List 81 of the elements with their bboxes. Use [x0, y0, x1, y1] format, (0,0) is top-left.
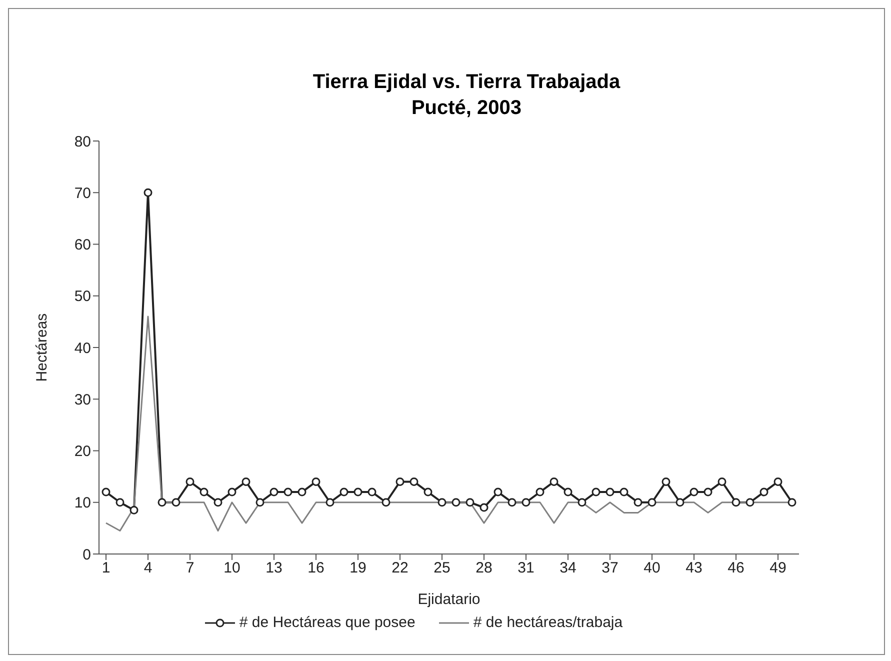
point — [550, 477, 558, 486]
point — [648, 498, 656, 507]
point — [116, 498, 124, 507]
point — [382, 498, 390, 507]
x-tick-label: 43 — [686, 560, 702, 577]
point — [760, 488, 768, 496]
point — [494, 488, 502, 496]
point — [662, 477, 670, 486]
point — [718, 477, 726, 486]
y-tick-label: 10 — [74, 494, 91, 512]
point — [200, 488, 208, 496]
x-tick-label: 46 — [728, 560, 744, 577]
point — [354, 488, 362, 496]
x-tick-label: 10 — [224, 560, 240, 577]
point — [158, 498, 166, 507]
point — [172, 498, 180, 507]
point — [284, 488, 292, 496]
point — [368, 488, 376, 496]
y-axis-title: Hectáreas — [33, 313, 50, 382]
point — [452, 498, 460, 507]
x-tick-label: 40 — [644, 560, 660, 577]
x-tick-label: 34 — [560, 560, 576, 577]
point — [228, 488, 236, 496]
x-axis-title: Ejidatario — [418, 591, 480, 608]
y-tick-label: 60 — [74, 236, 91, 254]
point — [242, 477, 250, 486]
point — [578, 498, 586, 507]
legend-label: # de Hectáreas que posee — [238, 614, 416, 631]
chart-title: Tierra Ejidal vs. Tierra Trabajada Pucté, 2003 — [312, 70, 622, 121]
point — [214, 498, 222, 507]
point — [536, 488, 544, 496]
x-tick-label: 37 — [602, 560, 618, 577]
y-tick-label: 40 — [74, 340, 91, 357]
point — [396, 477, 404, 486]
point — [704, 488, 712, 496]
point — [606, 488, 614, 496]
y-tick-label: 20 — [74, 443, 91, 460]
point — [480, 503, 488, 512]
point — [256, 498, 264, 507]
x-tick-label: 13 — [266, 560, 282, 577]
x-tick-label: 25 — [434, 560, 450, 577]
point — [186, 477, 194, 486]
x-tick-label: 16 — [308, 560, 324, 577]
point — [102, 488, 110, 496]
point — [564, 488, 572, 496]
point — [620, 488, 628, 496]
point — [774, 477, 782, 486]
point — [788, 498, 796, 507]
point — [340, 488, 348, 496]
y-tick-label: 80 — [74, 133, 91, 150]
point — [326, 498, 334, 507]
point — [438, 498, 446, 507]
y-tick-label: 70 — [74, 184, 91, 202]
point — [690, 488, 698, 496]
point — [466, 498, 474, 507]
point — [312, 477, 320, 486]
point — [592, 488, 600, 496]
x-tick-label: 28 — [476, 560, 492, 577]
point — [746, 498, 754, 507]
x-tick-label: 4 — [144, 560, 152, 577]
point — [508, 498, 516, 507]
x-tick-label: 1 — [102, 560, 110, 577]
x-tick-label: 31 — [518, 560, 534, 577]
point — [522, 498, 530, 507]
point — [634, 498, 642, 507]
point — [410, 477, 418, 486]
point — [676, 498, 684, 507]
y-tick-label: 50 — [74, 288, 91, 306]
x-tick-label: 19 — [350, 560, 366, 577]
point — [424, 488, 432, 496]
x-tick-label: 49 — [770, 560, 786, 577]
legend-label: # de hectáreas/trabaja — [472, 614, 623, 631]
y-tick-label: 30 — [74, 391, 91, 408]
point — [732, 498, 740, 507]
point — [144, 188, 152, 197]
y-tick-label: 0 — [82, 546, 91, 564]
point — [298, 488, 306, 496]
point — [270, 488, 278, 496]
x-tick-label: 22 — [392, 560, 408, 577]
point — [130, 506, 138, 514]
x-tick-label: 7 — [186, 560, 194, 577]
